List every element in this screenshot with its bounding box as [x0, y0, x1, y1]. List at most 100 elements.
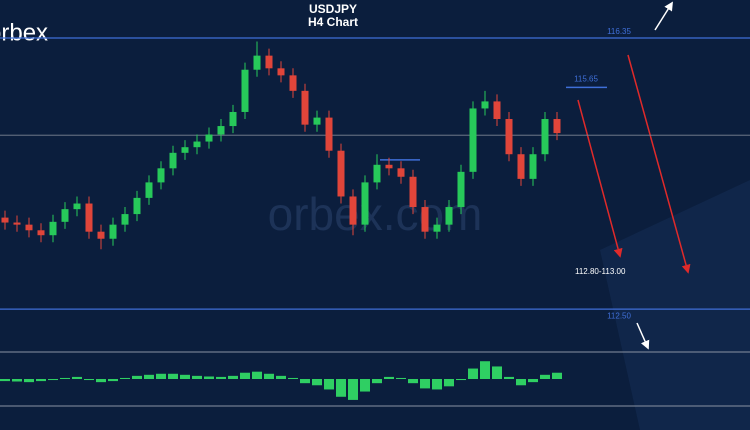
candle-body — [49, 221, 57, 236]
candle-body — [421, 207, 429, 232]
logo: orbex — [0, 19, 48, 46]
arrow — [627, 54, 691, 274]
macd-bar — [444, 379, 454, 387]
macd-bar — [324, 379, 334, 390]
candle-body — [265, 55, 273, 69]
macd-bar — [360, 379, 370, 392]
macd-bar — [84, 379, 94, 381]
macd-bar — [48, 379, 58, 381]
macd-bar — [300, 379, 310, 384]
candle-body — [385, 164, 393, 169]
candle-body — [241, 69, 249, 112]
macd-bar — [348, 379, 358, 400]
macd-bar — [552, 372, 562, 379]
macd-bar — [36, 379, 46, 382]
candle-body — [253, 55, 261, 70]
candle-body — [97, 231, 105, 239]
candle-body — [337, 150, 345, 197]
macd-bar — [108, 379, 118, 382]
macd-bar — [528, 379, 538, 383]
candle-body — [169, 152, 177, 169]
candle-body — [541, 119, 549, 155]
candle-body — [325, 117, 333, 151]
annotation: 112.80-113.00 — [575, 267, 626, 276]
arrow — [654, 1, 673, 31]
macd-bar — [120, 377, 130, 379]
candle-body — [313, 117, 321, 125]
macd-bar — [336, 379, 346, 397]
bg-shape — [600, 180, 750, 430]
candle-body — [157, 168, 165, 183]
candle-body — [493, 101, 501, 120]
level-label: 112.50 — [607, 311, 631, 320]
macd-bar — [72, 376, 82, 379]
macd-bar — [264, 373, 274, 379]
macd-bar — [180, 374, 190, 379]
candle-body — [181, 147, 189, 153]
macd-bar — [276, 375, 286, 379]
macd-bar — [396, 377, 406, 379]
macd-bar — [192, 375, 202, 379]
candle-body — [217, 126, 225, 135]
candle-body — [37, 230, 45, 236]
candle-body — [229, 111, 237, 127]
candle-body — [529, 154, 537, 179]
candle-body — [121, 214, 129, 225]
arrow — [577, 99, 623, 258]
macd-bar — [288, 377, 298, 379]
candle-body — [457, 171, 465, 208]
candle-body — [373, 164, 381, 183]
candle-body — [361, 182, 369, 225]
macd-bar — [312, 379, 322, 386]
macd-bar — [480, 361, 490, 379]
candle-body — [73, 203, 81, 210]
candle-body — [505, 119, 513, 155]
macd-bar — [240, 372, 250, 379]
macd-bar — [24, 379, 34, 383]
candle-body — [517, 154, 525, 179]
candle-body — [13, 222, 21, 225]
macd-bar — [144, 374, 154, 379]
macd-bar — [216, 376, 226, 379]
candle-body — [205, 134, 213, 142]
macd-bar — [372, 379, 382, 384]
macd-bar — [492, 366, 502, 379]
candle-body — [61, 209, 69, 222]
candle-body — [277, 68, 285, 76]
chart-title: USDJPY — [309, 2, 357, 16]
macd-bar — [60, 377, 70, 379]
candle-body — [301, 90, 309, 125]
level-label: 115.65 — [574, 74, 598, 83]
macd-bar — [0, 379, 10, 382]
candle-body — [85, 203, 93, 232]
candle-body — [289, 75, 297, 91]
macd-bar — [12, 379, 22, 382]
macd-bar — [408, 379, 418, 384]
macd-bar — [540, 374, 550, 379]
candle-body — [25, 224, 33, 231]
macd-bar — [432, 379, 442, 390]
macd-bar — [168, 373, 178, 379]
macd-bar — [228, 375, 238, 379]
macd-bar — [204, 376, 214, 379]
macd-bar — [468, 368, 478, 379]
macd-bar — [420, 379, 430, 389]
macd-bar — [156, 373, 166, 379]
macd-bar — [516, 379, 526, 386]
macd-bar — [96, 379, 106, 383]
candle-body — [445, 207, 453, 225]
macd-bar — [132, 375, 142, 379]
candle-body — [481, 101, 489, 109]
macd-bar — [252, 371, 262, 379]
candle-body — [349, 196, 357, 225]
candle-body — [469, 108, 477, 172]
macd-bar — [504, 376, 514, 379]
candle-body — [193, 141, 201, 148]
level-label: 116.35 — [607, 27, 631, 36]
candle-body — [409, 176, 417, 208]
chart-subtitle: H4 Chart — [308, 15, 358, 29]
candle-body — [1, 217, 9, 223]
arrow — [636, 322, 650, 350]
